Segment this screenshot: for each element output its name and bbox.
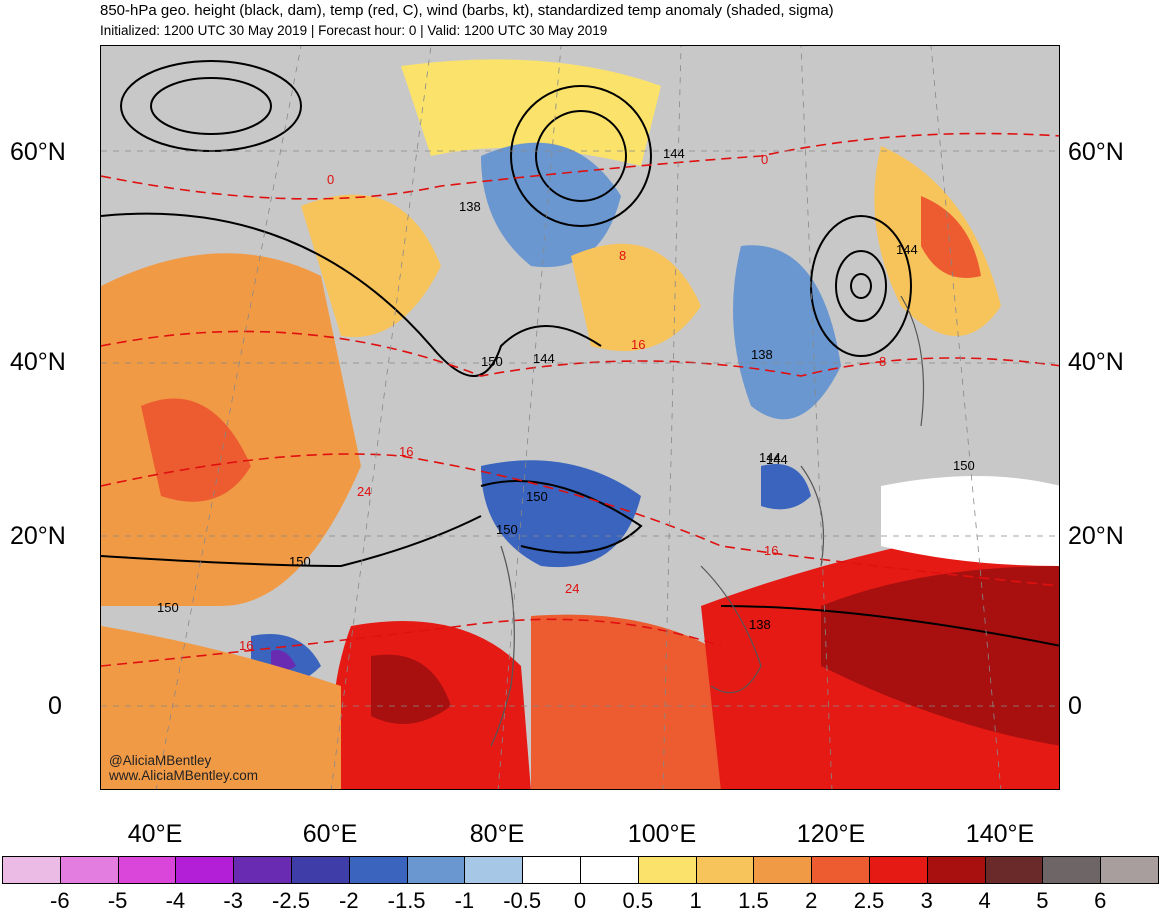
lon-label-80e: 80°E [469, 820, 525, 848]
colorbar-label: 6 [1094, 888, 1107, 913]
colorbar-label: 2 [805, 888, 818, 913]
weather-map: 138 144 150 144 138 144 150 150 144 150 … [100, 45, 1060, 790]
colorbar-swatch [984, 856, 1044, 884]
temp-label: 0 [327, 172, 334, 187]
colorbar-swatch [580, 856, 639, 884]
lat-label-40n-right: 40°N [1068, 348, 1124, 376]
colorbar-label: -2 [339, 888, 359, 913]
temp-label: 24 [565, 581, 579, 596]
colorbar-label: -1 [454, 888, 475, 913]
lon-label-60e: 60°E [302, 820, 358, 848]
height-label: 150 [157, 600, 179, 615]
height-label: 150 [953, 458, 975, 473]
colorbar-swatch [695, 856, 755, 884]
temp-label: 8 [879, 354, 886, 369]
height-label: 150 [526, 489, 548, 504]
colorbar-label: -6 [50, 888, 70, 913]
colorbar-swatch [117, 856, 177, 884]
height-label: 144 [896, 242, 918, 257]
height-label: 150 [496, 522, 518, 537]
colorbar-label: 0.5 [622, 888, 654, 913]
lon-label-140e: 140°E [965, 820, 1035, 848]
colorbar-swatch [926, 856, 986, 884]
credit-website: www.AliciaMBentley.com [109, 768, 259, 783]
height-label: 150 [289, 554, 311, 569]
lat-label-60n-left: 60°N [10, 138, 66, 166]
height-label: 144 [766, 452, 788, 467]
colorbar-label: -2.5 [272, 888, 310, 913]
colorbar-swatch [637, 856, 697, 884]
colorbar-swatch [464, 856, 524, 884]
temp-label: 16 [239, 638, 253, 653]
colorbar-label: 3 [920, 888, 933, 913]
colorbar-swatch [291, 856, 350, 884]
colorbar-swatch [522, 856, 581, 884]
colorbar-label: 5 [1036, 888, 1049, 913]
temp-label: 16 [764, 543, 778, 558]
colorbar-label: -0.5 [503, 888, 542, 913]
colorbar-label: 1.5 [738, 888, 769, 913]
height-label: 144 [663, 146, 685, 161]
lat-label-20n-right: 20°N [1068, 522, 1124, 550]
lat-label-0-right: 0 [1068, 692, 1082, 720]
colorbar-label: 4 [978, 888, 991, 913]
colorbar-label: 1 [689, 888, 702, 913]
height-label: 144 [533, 351, 555, 366]
height-label: 150 [481, 354, 503, 369]
colorbar-label: 2.5 [853, 888, 885, 913]
graticule [101, 46, 1059, 789]
colorbar-swatch [1100, 856, 1159, 884]
colorbar-swatch [59, 856, 119, 884]
map-canvas: 138 144 150 144 138 144 150 150 144 150 … [101, 46, 1059, 789]
height-label: 144 [759, 450, 781, 465]
lon-label-120e: 120°E [796, 820, 866, 848]
colorbar-label: -4 [165, 888, 186, 913]
temp-label: 8 [619, 248, 626, 263]
colorbar-swatch [753, 856, 813, 884]
temp-label: 24 [357, 484, 371, 499]
lat-label-60n-right: 60°N [1068, 138, 1124, 166]
temp-contours [101, 132, 1059, 667]
map-title: 850-hPa geo. height (black, dam), temp (… [100, 2, 834, 19]
colorbar-swatch [869, 856, 928, 884]
colorbar-swatch [233, 856, 292, 884]
map-subtitle: Initialized: 1200 UTC 30 May 2019 | Fore… [100, 23, 608, 38]
colorbar-swatch [348, 856, 408, 884]
colorbar-swatch [1042, 856, 1102, 884]
colorbar-swatch [2, 856, 61, 884]
height-label: 138 [459, 199, 481, 214]
temp-label: 0 [761, 152, 768, 167]
lat-label-20n-left: 20°N [10, 522, 66, 550]
contour-labels: 138 144 150 144 138 144 150 150 144 150 … [157, 146, 975, 653]
colorbar-label: -1.5 [387, 888, 426, 913]
coastlines [490, 295, 925, 747]
lon-label-100e: 100°E [627, 820, 697, 848]
lat-label-40n-left: 40°N [10, 348, 66, 376]
credit-handle: @AliciaMBentley [109, 753, 212, 768]
colorbar-label: -3 [223, 888, 243, 913]
height-contours [101, 60, 1059, 647]
colorbar-label: -5 [107, 888, 128, 913]
lon-label-40e: 40°E [127, 820, 183, 848]
colorbar-swatch [175, 856, 235, 884]
temp-label: 16 [631, 337, 645, 352]
colorbar-swatch [811, 856, 870, 884]
height-label: 138 [751, 347, 773, 362]
colorbar-swatch [406, 856, 466, 884]
anomaly-shading [101, 59, 1059, 789]
height-label: 138 [749, 617, 771, 632]
colorbar-label: 0 [573, 888, 587, 913]
temp-label: 16 [399, 444, 413, 459]
lat-label-0-left: 0 [48, 692, 62, 720]
